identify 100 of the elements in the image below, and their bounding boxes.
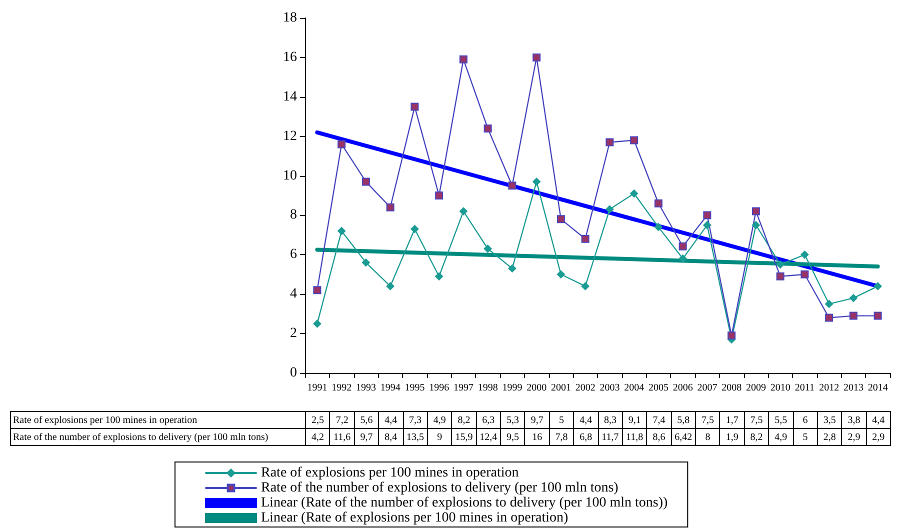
data-label: 4,9 [427,412,452,428]
point [849,312,858,320]
data-label: 2,9 [842,428,866,446]
data-label: 15,9 [452,428,476,446]
point [362,258,370,267]
data-label: 16 [524,428,550,446]
x-tick-label: 1994 [380,382,400,394]
point [703,211,712,220]
data-label: 3,8 [842,412,866,428]
data-label: 2,9 [866,428,890,446]
data-label: 1,7 [720,412,744,428]
data-label: 4,9 [768,428,793,446]
x-tick-label: 2004 [624,382,644,394]
point [752,221,760,230]
x-tick-label: 2014 [868,382,888,394]
y-tick-label: 12 [283,128,297,144]
point [825,300,834,308]
y-tick-label: 8 [290,208,297,223]
point [874,282,882,290]
y-tick-label: 6 [290,247,297,262]
data-label: 6,3 [476,412,500,428]
point [338,227,346,235]
point [606,138,614,146]
point [484,244,492,253]
point [678,254,687,263]
data-label: 6,42 [671,428,696,446]
y-tick-label: 2 [290,326,297,342]
data-label: 5,3 [500,412,525,428]
legend-label: Rate of explosions per 100 mines in operation [261,466,519,480]
point [654,223,662,232]
y-tick-label: 18 [283,10,297,26]
y-tick-label: 4 [290,286,297,302]
legend-label: Rate of the number of explosions to delivery (per 100 mln tons) [261,480,619,496]
legend-label: Linear (Rate of explosions per 100 mines in operation) [261,510,568,526]
data-label: 11,8 [622,428,647,446]
point [825,314,834,322]
data-label: 4,2 [306,428,330,446]
data-label: 1,9 [720,428,744,446]
data-label: 9,1 [622,412,647,428]
data-label: 11,7 [598,428,622,446]
data-label: 8,2 [744,428,769,446]
data-label: 8,2 [452,412,476,428]
point [630,136,638,144]
x-tick-label: 2010 [770,382,790,394]
data-label: 6,8 [574,428,598,446]
point [435,272,444,280]
point [532,178,541,186]
x-tick-label: 1998 [478,382,498,394]
x-tick-label: 2000 [526,382,547,394]
x-tick-label: 1995 [404,382,425,394]
point [678,242,687,250]
point [776,272,784,280]
data-label: 9,7 [524,412,550,428]
x-tick-label: 1996 [429,382,450,394]
x-tick-label: 2008 [722,382,742,394]
point [776,260,784,269]
data-label: 12,4 [476,428,500,446]
data-label: 7,2 [330,412,354,428]
data-label: 7,5 [696,412,720,428]
data-label: 7,8 [549,428,574,446]
data-label: 5 [793,428,818,446]
x-tick-label: 1991 [307,382,328,394]
point [410,225,419,234]
point [338,140,346,148]
point [581,282,590,290]
data-label: 5,8 [671,412,696,428]
x-tick-label: 2012 [819,382,840,394]
x-tick-label: 1997 [453,382,474,394]
point [606,205,614,214]
data-label: 7,5 [744,412,769,428]
data-label: 8,6 [646,428,672,446]
point [874,312,882,320]
data-label: 5 [549,412,574,428]
point [849,294,858,302]
data-label: 2,5 [306,412,330,428]
data-label: 4,4 [574,412,598,428]
point [435,192,444,200]
data-label: 5,5 [768,412,793,428]
point [484,124,492,132]
data-label: 7,3 [403,412,428,428]
point [752,207,760,216]
x-tick-label: 2011 [794,382,815,394]
data-label: 9,7 [354,428,379,446]
point [508,264,516,272]
x-tick-label: 2001 [550,382,571,394]
y-tick-label: 16 [283,50,297,65]
point [459,207,468,216]
y-tick-label: 10 [283,168,297,184]
x-tick-label: 2007 [697,382,718,394]
point [630,190,638,198]
point [386,203,394,212]
data-label: 3,5 [817,412,842,428]
point [654,199,662,208]
point [800,270,809,278]
x-tick-label: 2006 [672,382,693,394]
point [703,221,712,230]
point [410,102,419,111]
point [581,234,590,243]
data-label: 4,4 [866,412,890,428]
data-label: 9 [427,428,452,446]
